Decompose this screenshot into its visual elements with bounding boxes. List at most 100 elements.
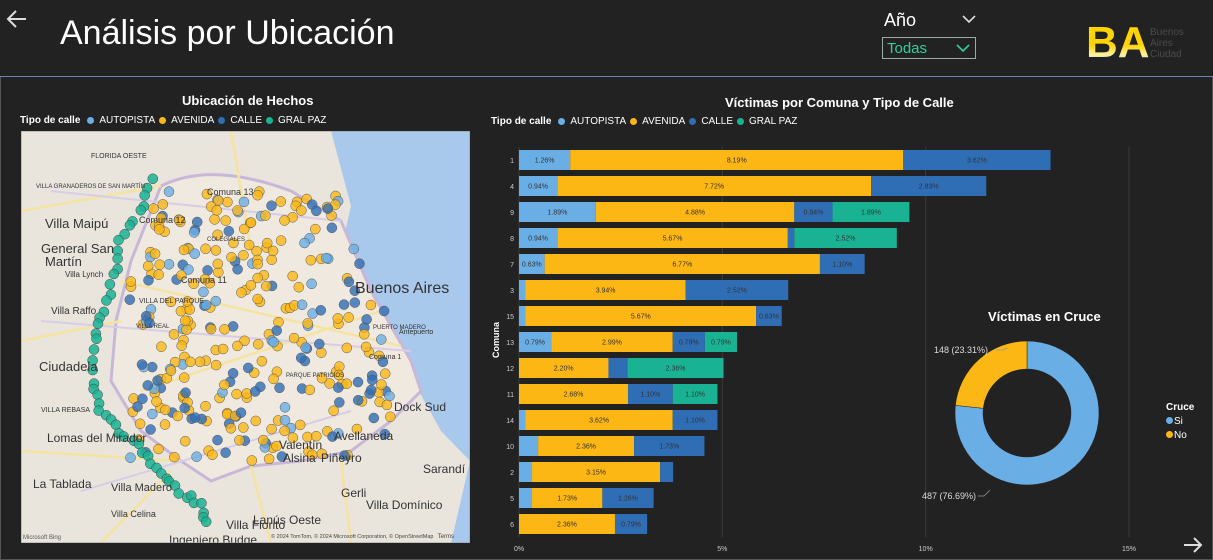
map-point[interactable] (212, 229, 223, 241)
map-point[interactable] (151, 396, 162, 407)
map-point[interactable] (222, 196, 233, 208)
map-point[interactable] (381, 399, 393, 411)
bar-segment[interactable] (519, 254, 545, 274)
map-point[interactable] (300, 342, 311, 353)
map-point[interactable] (343, 276, 355, 288)
year-dropdown[interactable]: Todas (882, 37, 976, 59)
legend-item[interactable]: GRAL PAZ (278, 115, 327, 126)
map-point[interactable] (191, 216, 203, 228)
map-point[interactable] (182, 296, 193, 307)
map-point[interactable] (196, 497, 207, 509)
bar-segment[interactable] (519, 436, 539, 456)
map-point[interactable] (210, 359, 222, 371)
map-point[interactable] (252, 272, 263, 284)
map-point[interactable] (288, 332, 300, 344)
map-point[interactable] (299, 237, 310, 249)
bar-segment[interactable] (544, 254, 820, 274)
map-point[interactable] (160, 404, 171, 416)
map-point[interactable] (379, 428, 391, 440)
bar-segment[interactable] (519, 202, 596, 222)
map-point[interactable] (252, 293, 263, 305)
bar-segment[interactable] (538, 436, 635, 456)
map-point[interactable] (232, 205, 243, 216)
map-point[interactable] (200, 243, 211, 255)
map-point[interactable] (148, 203, 159, 214)
map-point[interactable] (144, 317, 155, 329)
map-point[interactable] (143, 275, 154, 286)
bar-segment[interactable] (519, 462, 533, 482)
map-point[interactable] (261, 237, 273, 249)
map-point[interactable] (384, 390, 395, 402)
map-point[interactable] (310, 223, 321, 235)
map-point[interactable] (250, 415, 262, 427)
map-point[interactable] (180, 387, 191, 398)
map-point[interactable] (210, 245, 222, 256)
map-point[interactable] (149, 248, 161, 260)
map-point[interactable] (238, 422, 249, 433)
map-point[interactable] (287, 432, 299, 443)
map-point[interactable] (108, 268, 120, 280)
map-point[interactable] (147, 173, 159, 185)
map-point[interactable] (217, 343, 229, 355)
bar-segment[interactable] (519, 358, 609, 378)
map-point[interactable] (252, 258, 263, 270)
map-point[interactable] (113, 234, 124, 246)
chevron-down-icon[interactable] (960, 12, 978, 26)
map-point[interactable] (354, 258, 365, 269)
map-point[interactable] (153, 269, 164, 280)
map-point[interactable] (118, 431, 129, 442)
bar-segment[interactable] (608, 358, 628, 378)
bar-segment[interactable] (704, 332, 737, 352)
map-point[interactable] (219, 379, 230, 391)
map-point[interactable] (179, 402, 190, 414)
map-point[interactable] (302, 318, 313, 329)
map-point[interactable] (176, 270, 187, 281)
map-point[interactable] (207, 449, 218, 461)
map-point[interactable] (351, 423, 363, 435)
legend-item[interactable]: AUTOPISTA (99, 115, 156, 126)
map-point[interactable] (245, 217, 257, 228)
map-point[interactable] (263, 453, 275, 465)
bar-segment[interactable] (627, 384, 673, 404)
bar-segment[interactable] (519, 332, 552, 352)
map-point[interactable] (379, 368, 391, 379)
map-point[interactable] (305, 254, 317, 266)
map-point[interactable] (200, 516, 212, 528)
map-point[interactable] (367, 374, 378, 386)
map-point[interactable] (279, 414, 291, 426)
map-point[interactable] (266, 254, 277, 265)
donut-legend-item[interactable]: No (1166, 430, 1194, 441)
map-point[interactable] (235, 407, 247, 418)
map-point[interactable] (168, 329, 180, 340)
map-point[interactable] (321, 252, 332, 264)
map-point[interactable] (279, 402, 291, 413)
bar-segment[interactable] (519, 514, 615, 534)
map-point[interactable] (238, 249, 249, 261)
bar-segment[interactable] (570, 150, 904, 170)
map-point[interactable] (245, 280, 257, 291)
map-point[interactable] (179, 315, 191, 326)
bar-segment[interactable] (532, 462, 661, 482)
map-point[interactable] (324, 378, 335, 389)
legend-item[interactable]: AUTOPISTA (570, 116, 627, 127)
map-point[interactable] (377, 356, 389, 368)
map-point[interactable] (210, 295, 222, 307)
map-point[interactable] (279, 425, 290, 437)
map-point[interactable] (260, 210, 271, 221)
map-point[interactable] (376, 379, 387, 390)
map-point[interactable] (311, 430, 322, 442)
map-point[interactable] (296, 205, 307, 216)
map-point[interactable] (231, 388, 242, 400)
map-point[interactable] (360, 341, 372, 353)
map-point[interactable] (257, 434, 269, 446)
legend-item[interactable]: CALLE (230, 115, 263, 126)
map-point[interactable] (333, 382, 344, 393)
map-point[interactable] (339, 450, 350, 461)
bar-segment[interactable] (794, 228, 897, 248)
map-point[interactable] (125, 452, 136, 463)
bar-segment[interactable] (627, 358, 724, 378)
donut-slice[interactable] (955, 340, 1028, 409)
map-point[interactable] (88, 344, 100, 355)
map-point[interactable] (201, 188, 213, 200)
map-point[interactable] (202, 265, 213, 276)
